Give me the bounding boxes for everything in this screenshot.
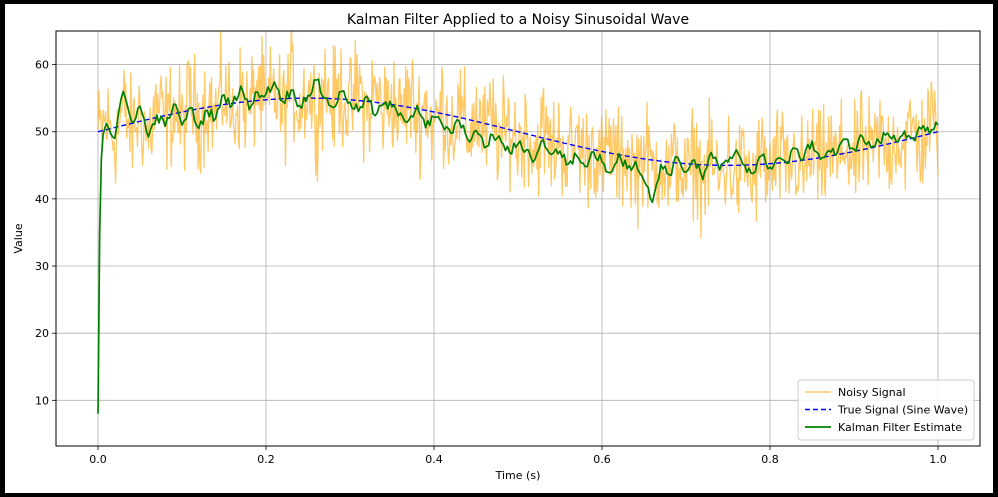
y-tick-label: 10 xyxy=(35,394,49,407)
y-axis-ticks: 10 20 30 40 50 60 xyxy=(35,59,56,407)
grid-lines xyxy=(56,31,980,446)
noisy-signal-line xyxy=(97,31,939,239)
x-tick-label: 0.0 xyxy=(89,453,107,466)
x-tick-label: 0.2 xyxy=(257,453,275,466)
y-axis-label: Value xyxy=(12,223,25,253)
true-signal-line xyxy=(97,97,939,167)
legend-label: True Signal (Sine Wave) xyxy=(837,404,968,417)
x-tick-label: 0.4 xyxy=(425,453,443,466)
plot-series-group xyxy=(97,31,939,414)
y-tick-label: 20 xyxy=(35,327,49,340)
y-tick-label: 30 xyxy=(35,260,49,273)
x-tick-label: 0.6 xyxy=(593,453,611,466)
line-chart: Kalman Filter Applied to a Noisy Sinusoi… xyxy=(12,12,981,482)
legend-label: Kalman Filter Estimate xyxy=(838,421,962,434)
legend-box xyxy=(797,379,975,441)
y-tick-label: 60 xyxy=(35,59,49,72)
x-tick-label: 1.0 xyxy=(929,453,947,466)
y-tick-label: 40 xyxy=(35,193,49,206)
legend: Noisy Signal True Signal (Sine Wave) Kalma… xyxy=(797,379,975,441)
chart-title: Kalman Filter Applied to a Noisy Sinusoi… xyxy=(347,12,689,28)
x-axis-label: Time (s) xyxy=(495,469,541,482)
legend-label: Noisy Signal xyxy=(838,386,906,399)
kalman-estimate-line xyxy=(97,78,939,414)
x-tick-label: 0.8 xyxy=(761,453,779,466)
figure-canvas: Kalman Filter Applied to a Noisy Sinusoi… xyxy=(5,4,993,493)
x-axis-ticks: 0.0 0.2 0.4 0.6 0.8 1.0 xyxy=(89,446,947,466)
y-tick-label: 50 xyxy=(35,126,49,139)
plot-area-frame xyxy=(55,30,981,447)
